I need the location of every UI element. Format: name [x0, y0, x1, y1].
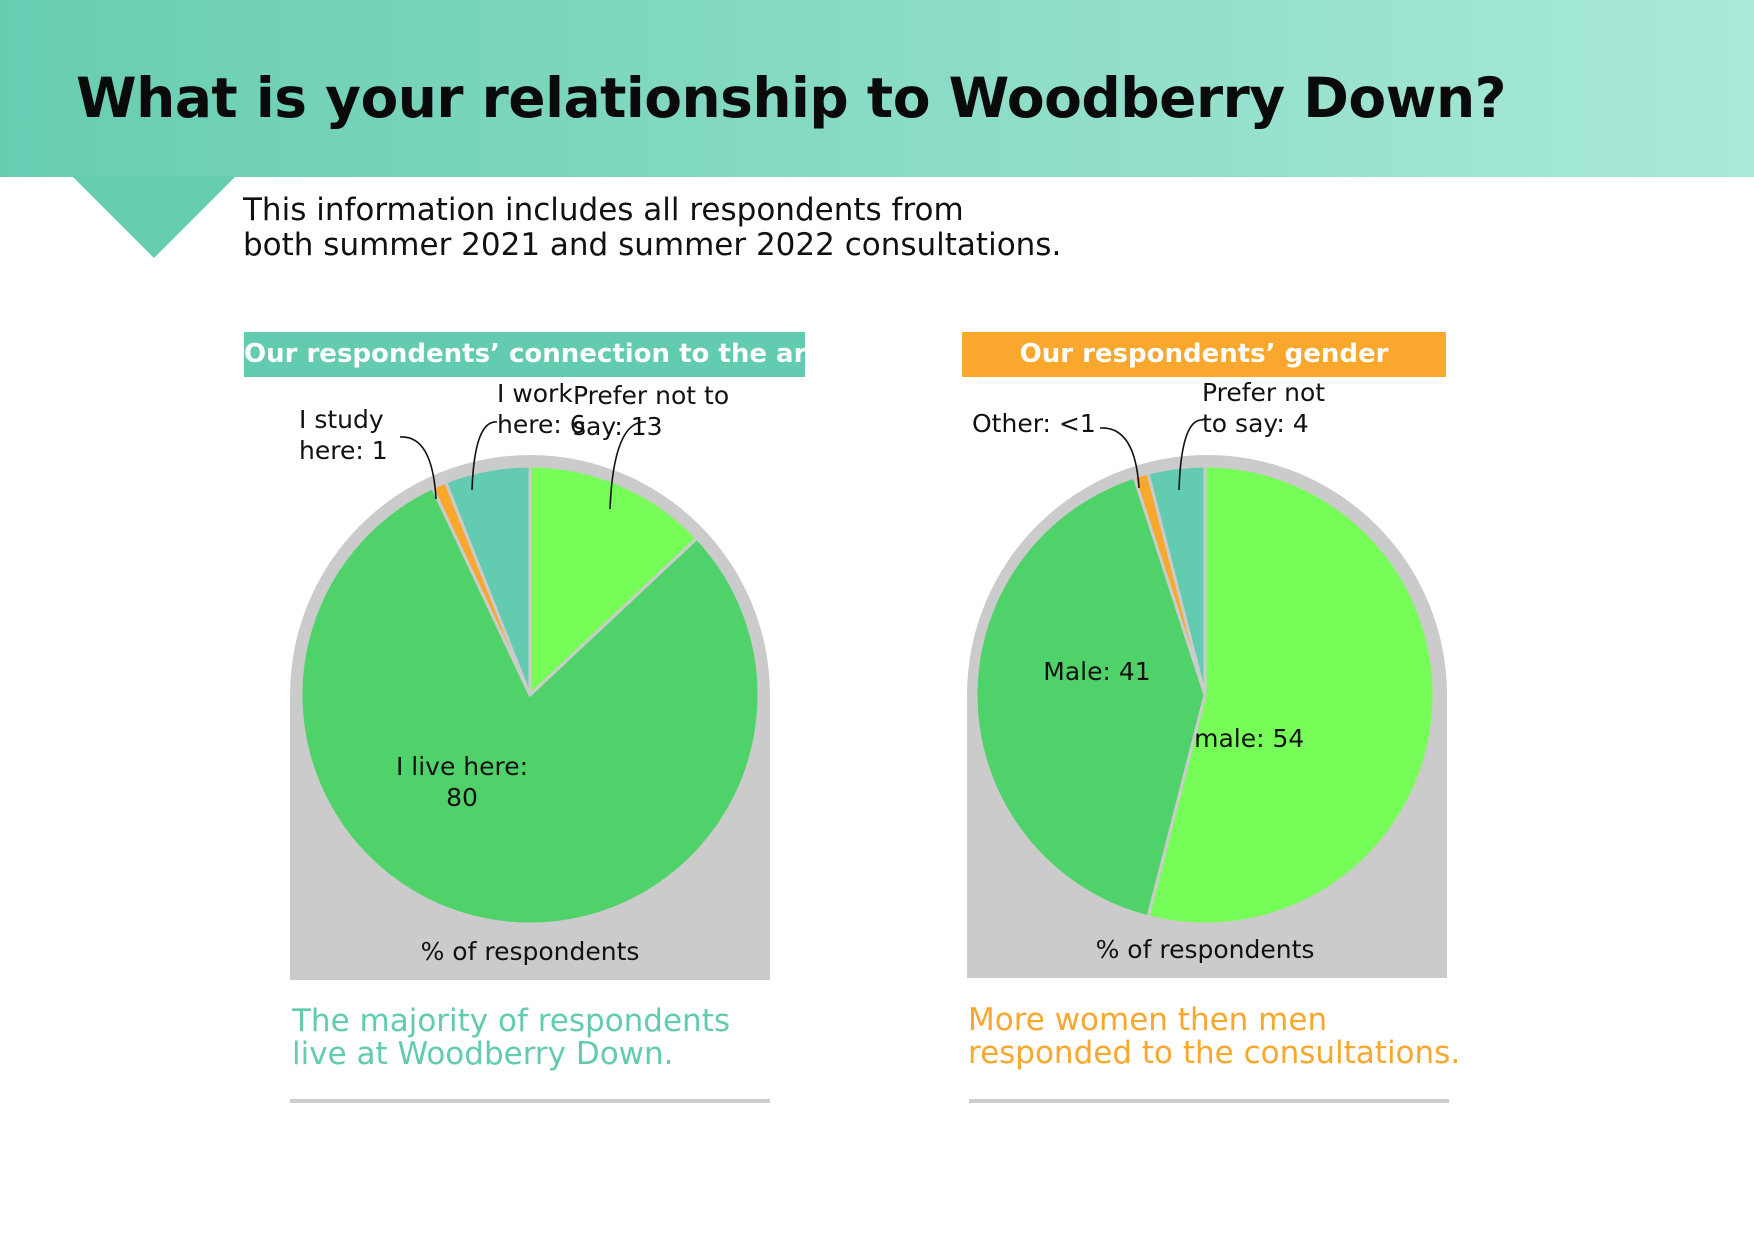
subtitle-line-2: both summer 2021 and summer 2022 consult… — [243, 227, 1062, 263]
gender-slice-female — [1146, 464, 1436, 926]
connection-conclusion: The majority of respondents live at Wood… — [292, 1005, 812, 1071]
connection-slice-i-work-here — [444, 464, 532, 697]
gender-slice-prefer-not-to-say — [1146, 464, 1207, 697]
connection-leader-i-work-here — [471, 421, 498, 491]
gender-divider — [969, 1099, 1449, 1103]
title-banner — [0, 0, 1754, 177]
gender-label-prefer-not-to-say: Prefer not to say: 4 — [1202, 378, 1325, 438]
gender-unit-label: % of respondents — [1096, 935, 1315, 964]
connection-leader-i-study-here — [399, 436, 437, 500]
connection-slice-i-live-here — [299, 486, 761, 926]
gender-conclusion-line-2: responded to the consultations. — [968, 1035, 1461, 1071]
connection-unit-label: % of respondents — [421, 937, 640, 966]
gender-leader-other — [1099, 427, 1140, 489]
gender-leader-prefer-not-to-say — [1178, 419, 1204, 491]
connection-label-i-live-here: I live here: 80 — [396, 752, 528, 812]
connection-label-i-study-here: I study here: 1 — [299, 405, 388, 465]
connection-conclusion-line-1: The majority of respondents — [292, 1003, 731, 1039]
page-subtitle: This information includes all respondent… — [243, 193, 1143, 263]
gender-chart-header: Our respondents’ gender — [962, 332, 1446, 377]
connection-chart-header: Our respondents’ connection to the area — [244, 332, 842, 377]
page-title: What is your relationship to Woodberry D… — [76, 66, 1507, 130]
gender-label-other: Other: <1 — [972, 409, 1096, 438]
gender-conclusion-line-1: More women then men — [968, 1002, 1328, 1038]
banner-pointer — [72, 176, 236, 258]
subtitle-line-1: This information includes all respondent… — [243, 192, 964, 228]
connection-leader-prefer-not-to-say — [609, 421, 647, 510]
connection-label-prefer-not-to-say: Prefer not to say: 13 — [573, 381, 729, 441]
gender-label-male: Male: 41 — [1043, 657, 1150, 686]
connection-slice-prefer-not-to-say — [528, 464, 699, 697]
gender-slice-male — [974, 475, 1207, 919]
connection-divider — [290, 1099, 770, 1103]
connection-conclusion-line-2: live at Woodberry Down. — [292, 1036, 674, 1072]
connection-pie-chart: Prefer not to say: 13 I live here: 80 I stud… — [290, 379, 770, 980]
connection-label-i-work-here: I work here: 6 — [497, 379, 586, 439]
gender-conclusion: More women then men responded to the con… — [968, 1004, 1488, 1070]
